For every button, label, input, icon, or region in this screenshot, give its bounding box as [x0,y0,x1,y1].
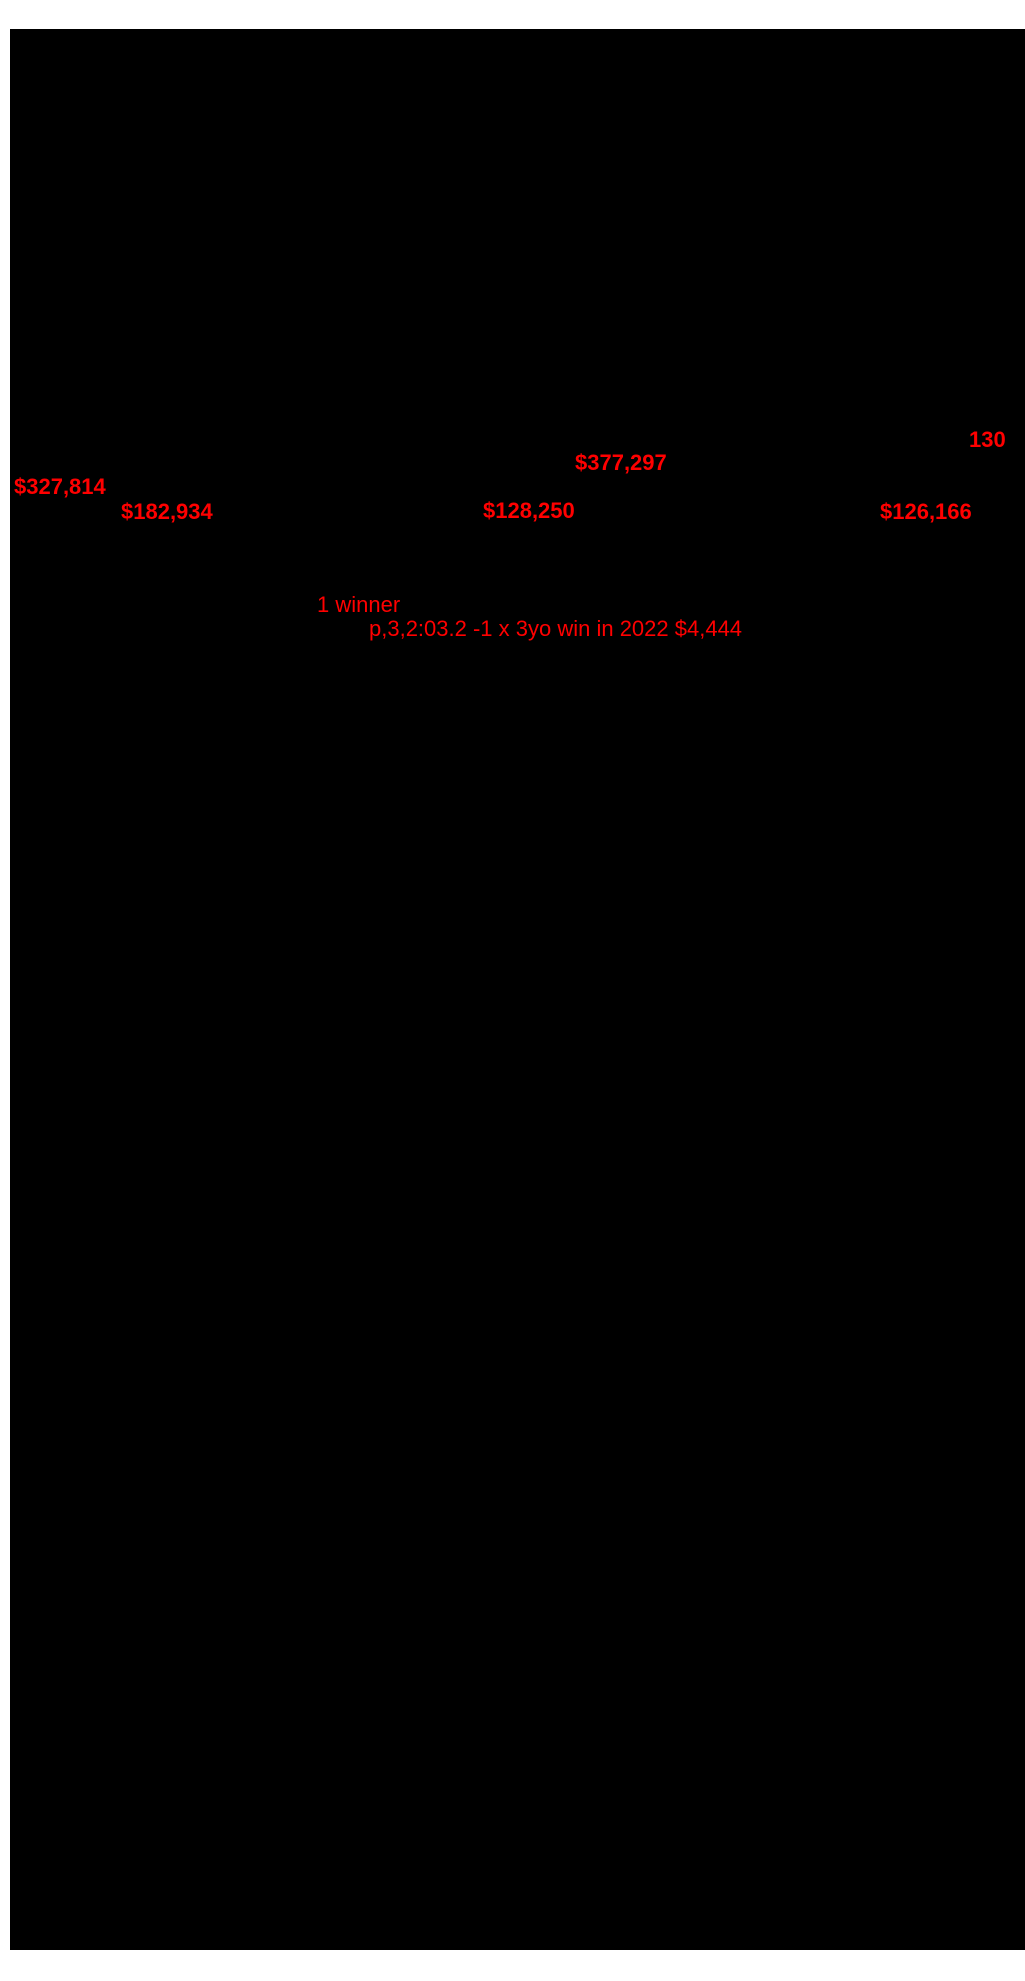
scanned-page-panel [10,29,1025,1950]
winner-count-line: 1 winner [317,592,401,617]
earnings-value-row-left: $182,934 [121,499,213,524]
earnings-value-far-left: $327,814 [14,474,106,499]
hip-number: 130 [969,427,1006,452]
winner-record-line: p,3,2:03.2 -1 x 3yo win in 2022 $4,444 [369,616,743,641]
earnings-value-center-top: $377,297 [575,450,667,475]
earnings-value-row-right: $126,166 [880,499,972,524]
earnings-value-row-center: $128,250 [483,498,575,523]
